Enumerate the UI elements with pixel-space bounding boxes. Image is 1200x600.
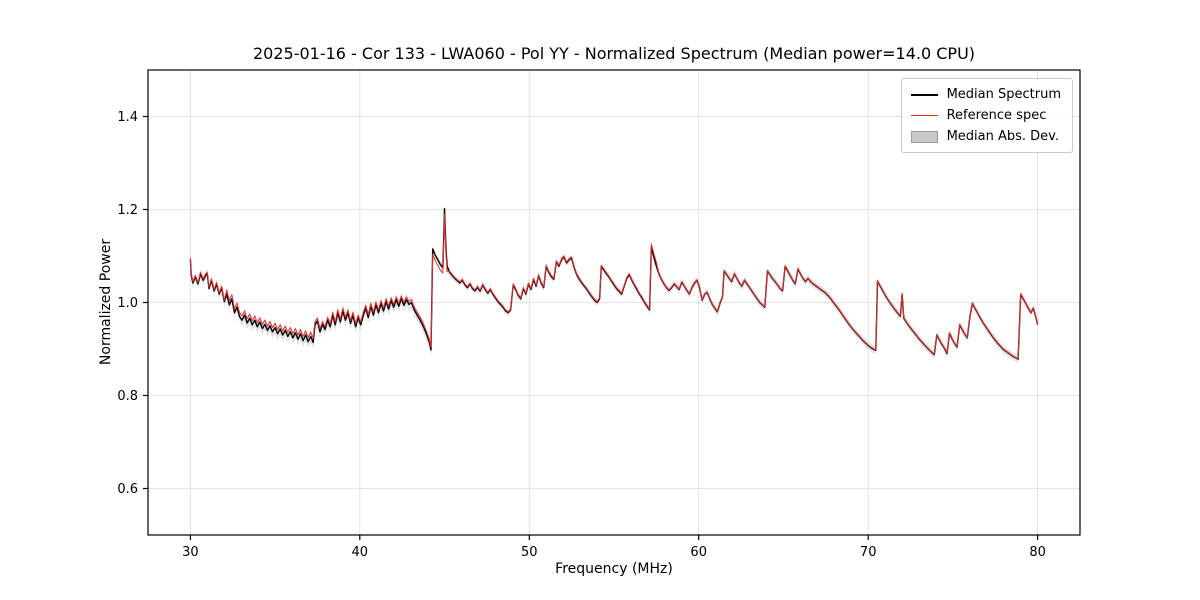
legend-label: Reference spec xyxy=(946,108,1047,123)
x-tick-label: 50 xyxy=(521,545,538,560)
x-tick-label: 70 xyxy=(860,545,877,560)
x-tick-label: 30 xyxy=(182,545,199,560)
legend-label: Median Spectrum xyxy=(946,87,1061,102)
reference-spec-line-swatch xyxy=(910,115,938,116)
chart-title: 2025-01-16 - Cor 133 - LWA060 - Pol YY -… xyxy=(252,44,976,63)
median-abs-dev-patch-swatch xyxy=(910,130,938,143)
y-tick-label: 1.2 xyxy=(117,203,138,218)
y-axis-label: Normalized Power xyxy=(98,238,114,366)
y-tick-label: 0.8 xyxy=(117,389,138,404)
y-tick-label: 0.6 xyxy=(117,482,138,497)
median-spectrum-line-swatch xyxy=(910,93,938,96)
legend-entry-median-spectrum: Median Spectrum xyxy=(910,87,1061,102)
x-tick-label: 60 xyxy=(690,545,707,560)
x-axis-label: Frequency (MHz) xyxy=(555,561,673,577)
legend-label: Median Abs. Dev. xyxy=(946,129,1060,144)
x-tick-label: 40 xyxy=(352,545,369,560)
legend-entry-reference-spec: Reference spec xyxy=(910,108,1061,123)
reference-spec-line xyxy=(189,213,1039,360)
y-tick-label: 1.4 xyxy=(117,110,138,125)
legend: Median Spectrum Reference spec Median Ab… xyxy=(900,78,1073,153)
x-tick-label: 80 xyxy=(1029,545,1046,560)
legend-entry-median-abs-dev: Median Abs. Dev. xyxy=(910,129,1061,144)
y-tick-label: 1.0 xyxy=(117,296,138,311)
